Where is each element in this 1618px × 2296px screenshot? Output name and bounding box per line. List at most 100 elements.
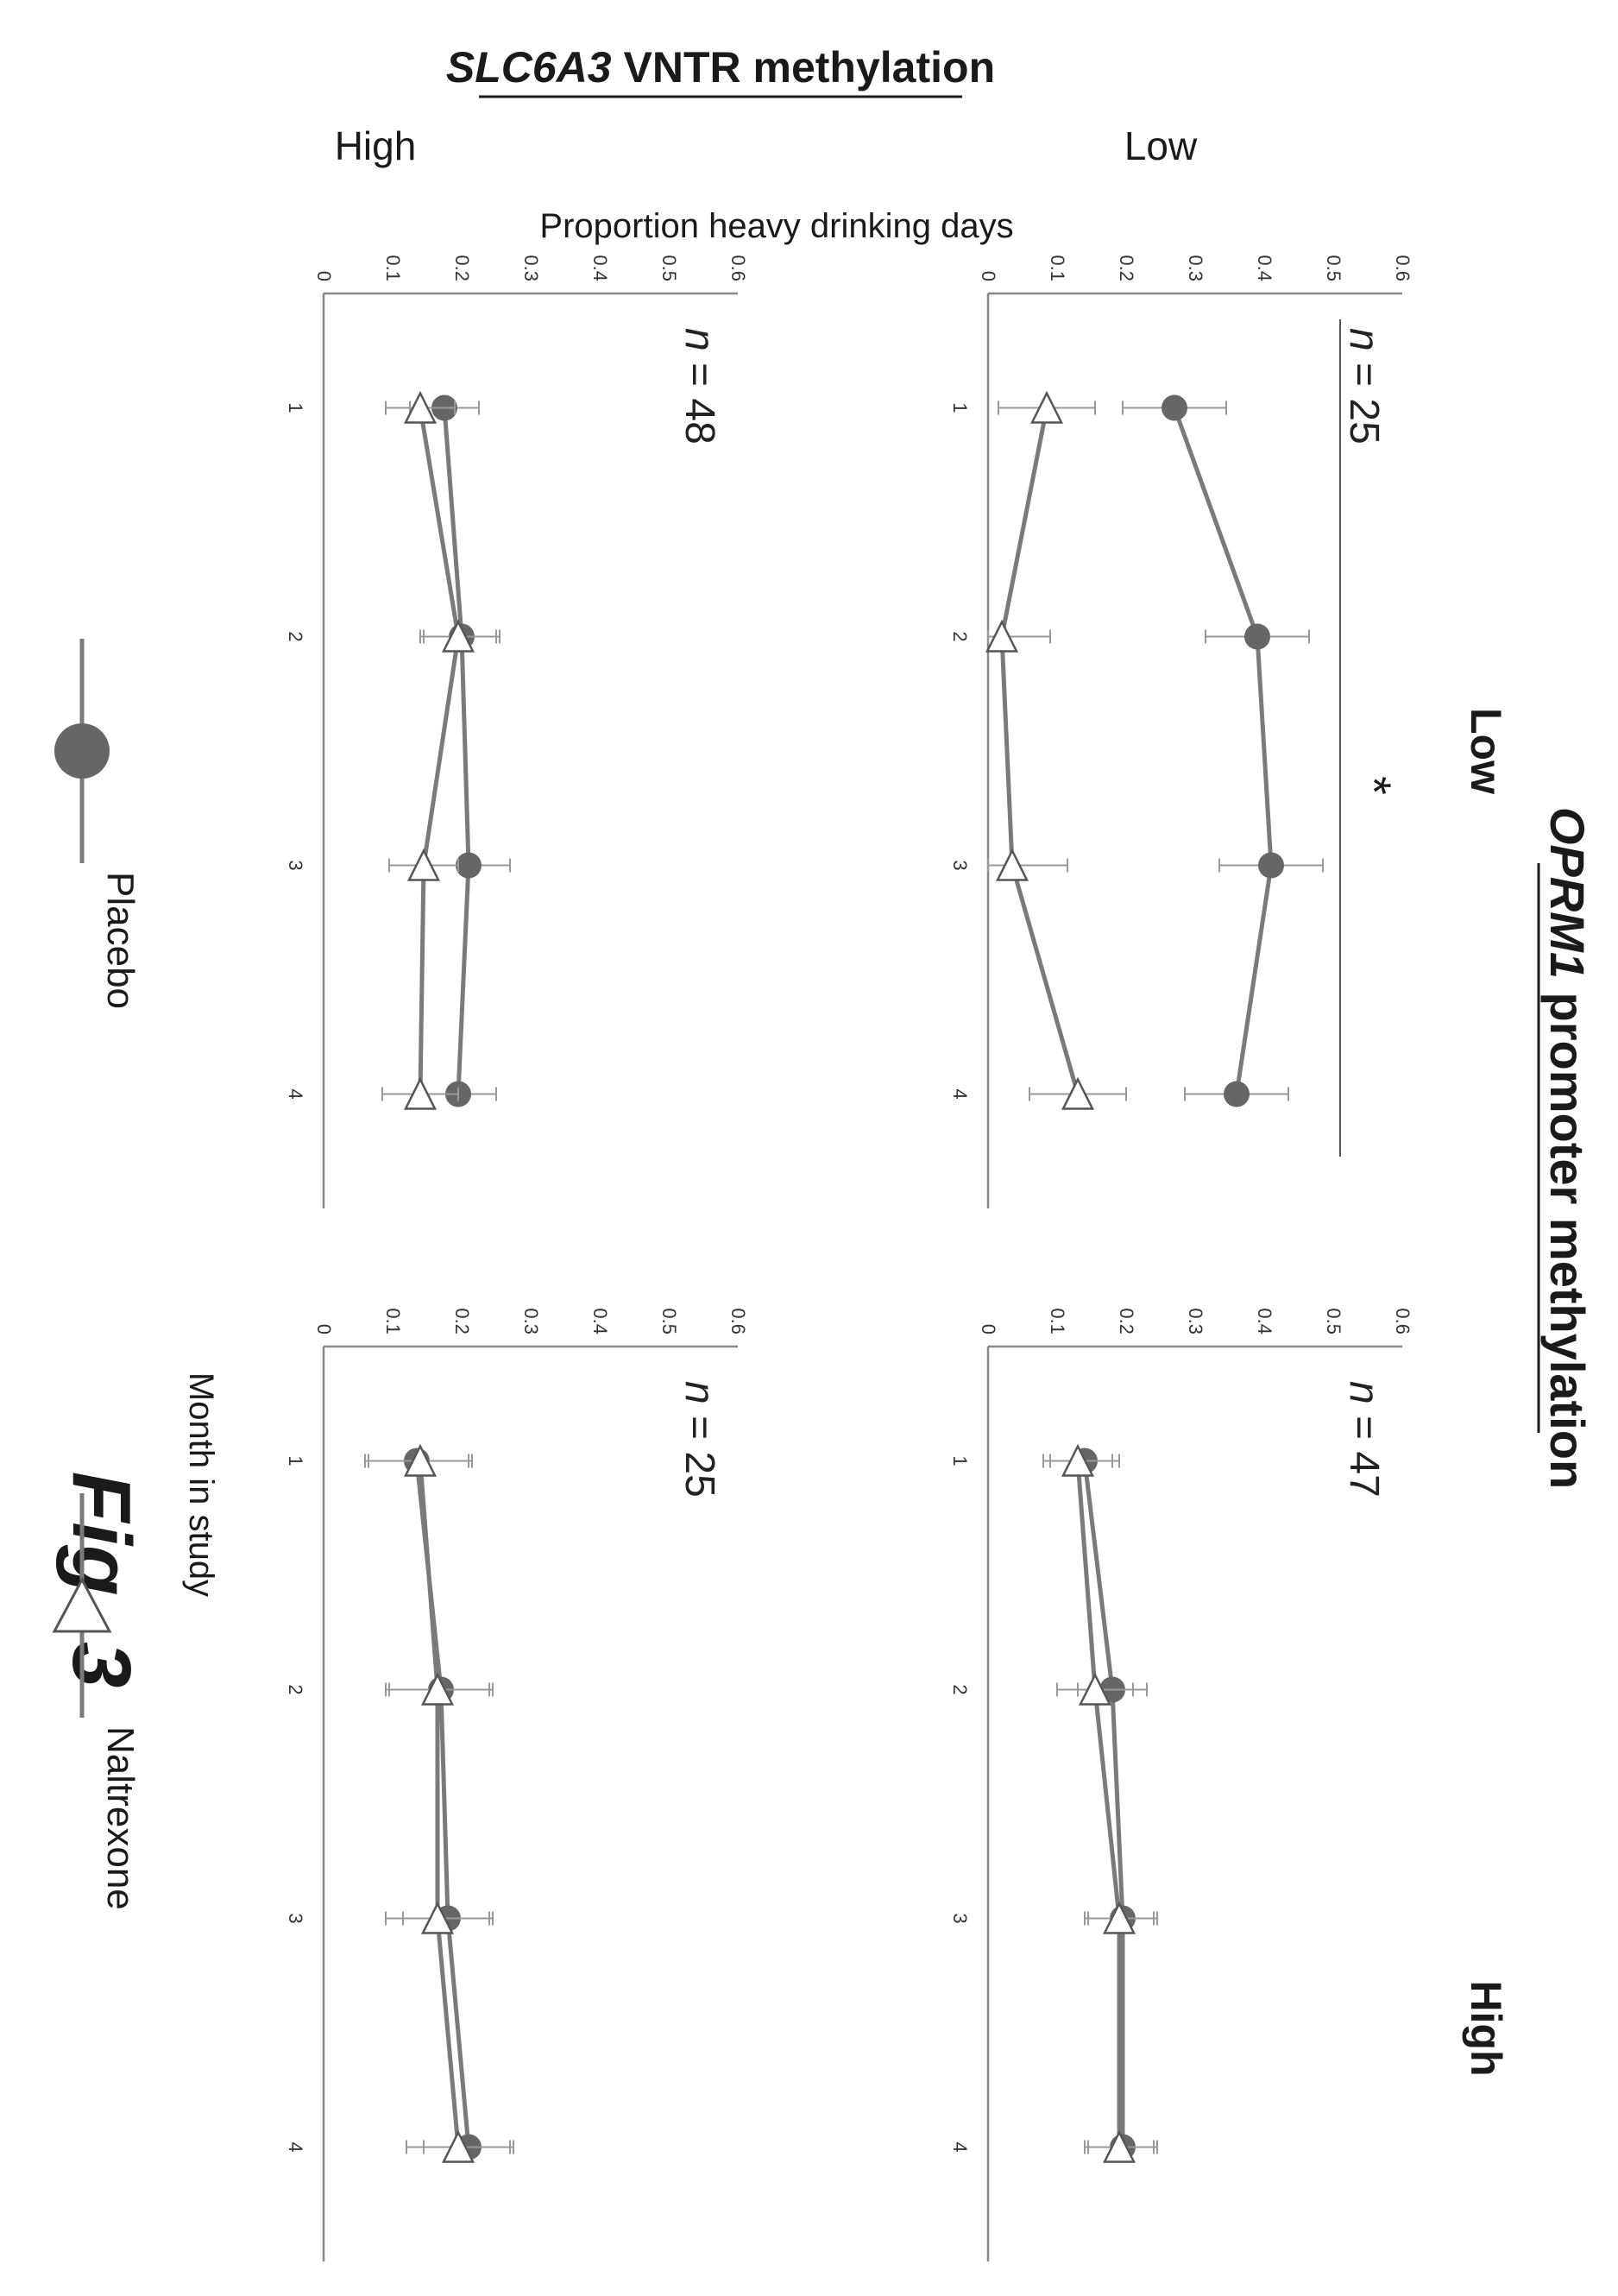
y-tick-label: 0.2 [1116, 255, 1137, 281]
n-label-value: = 25 [677, 1404, 722, 1498]
naltrexone-point [1061, 1076, 1095, 1110]
legend-naltrexone-marker [52, 1576, 112, 1633]
n-label-value: = 47 [1341, 1404, 1387, 1498]
x-tick-label: 1 [285, 1455, 306, 1466]
y-tick-label: 0 [313, 271, 335, 281]
column-header-high: High [1462, 1980, 1510, 2076]
series-placebo [1049, 1448, 1158, 2160]
series-naltrexone [1042, 1443, 1155, 2163]
naltrexone-point [1029, 390, 1064, 424]
naltrexone-point [420, 1672, 455, 1706]
naltrexone-point [403, 390, 438, 424]
y-tick-label: 0 [978, 271, 999, 281]
left-title-gene: SLC6A3 [446, 43, 612, 91]
placebo-point [1224, 1081, 1250, 1107]
series-placebo [409, 394, 511, 1107]
x-tick-label: 1 [285, 402, 306, 413]
x-tick-label: 3 [949, 1913, 971, 1923]
y-tick-label: 0.5 [658, 255, 680, 281]
panels-group: 0 0.1 0.2 0.3 0.4 0.5 0.6 1 2 3 4 n = 25 * 0 0.1 0.2 0.3… [285, 255, 1413, 2261]
x-tick-label: 2 [285, 1684, 306, 1694]
naltrexone-point [1102, 2129, 1136, 2163]
top-title-rest: promoter methylation [1540, 979, 1595, 1489]
significance-star: * [1347, 776, 1401, 795]
panel-oprm1-low-slc6a3-high: 0 0.1 0.2 0.3 0.4 0.5 0.6 1 2 3 4 n = 48 [285, 255, 749, 1208]
naltrexone-point [441, 619, 475, 653]
y-tick-label: 0.1 [1047, 1308, 1068, 1334]
legend-placebo-marker [54, 723, 110, 779]
x-tick-label: 4 [285, 1088, 306, 1099]
x-tick-label: 2 [285, 631, 306, 641]
series-line [1172, 407, 1274, 1094]
n-label: n = 47 [1341, 1381, 1387, 1498]
y-tick-label: 0.3 [1185, 255, 1206, 281]
x-tick-label: 4 [949, 1088, 971, 1099]
y-tick-label: 0.2 [451, 255, 473, 281]
y-tick-label: 0.4 [1254, 255, 1275, 281]
y-tick-label: 0.1 [382, 1308, 404, 1334]
y-tick-label: 0.1 [1047, 255, 1068, 281]
naltrexone-point [441, 2129, 475, 2163]
n-label: n = 48 [677, 328, 722, 445]
n-label-prefix: n [677, 1381, 722, 1404]
y-tick-label: 0.6 [727, 1308, 749, 1334]
x-tick-label: 3 [285, 1913, 306, 1923]
n-label: n = 25 [677, 1381, 722, 1498]
series-line [999, 407, 1080, 1095]
series-line [442, 407, 471, 1094]
n-label-prefix: n [1341, 328, 1387, 351]
naltrexone-point [1102, 1901, 1136, 1934]
series-naltrexone [985, 390, 1127, 1110]
x-tick-label: 4 [949, 2141, 971, 2152]
naltrexone-point [1078, 1672, 1112, 1706]
series-line [414, 1460, 471, 2148]
naltrexone-point [403, 1076, 438, 1110]
y-tick-label: 0.5 [1323, 255, 1344, 281]
x-tick-label: 2 [949, 631, 971, 641]
y-tick-label: 0.2 [1116, 1308, 1137, 1334]
top-title-gene: OPRM1 [1540, 807, 1595, 979]
series-naltrexone [368, 1443, 511, 2163]
series-placebo [1122, 394, 1324, 1107]
column-header-low: Low [1462, 708, 1510, 794]
y-tick-label: 0.6 [727, 255, 749, 281]
placebo-point [1162, 394, 1187, 421]
naltrexone-point [1061, 1443, 1095, 1477]
placebo-point [1244, 623, 1270, 650]
left-title-rest: VNTR methylation [612, 43, 995, 91]
naltrexone-point [995, 848, 1029, 881]
panel-oprm1-high-slc6a3-low: 0 0.1 0.2 0.3 0.4 0.5 0.6 1 2 3 4 n = 47 [949, 1308, 1413, 2261]
x-tick-label: 3 [949, 860, 971, 870]
legend: Placebo Naltrexone [52, 639, 142, 1910]
y-tick-label: 0 [978, 1324, 999, 1334]
legend-placebo-label: Placebo [99, 872, 142, 1009]
y-axis-title: Proportion heavy drinking days [539, 207, 1013, 245]
series-line [1082, 1460, 1125, 2148]
left-title: SLC6A3 VNTR methylation [446, 43, 995, 91]
row-header-low: Low [1124, 123, 1198, 168]
x-axis-title: Month in study [182, 1372, 220, 1597]
x-tick-label: 2 [949, 1684, 971, 1694]
naltrexone-point [403, 1443, 438, 1477]
row-header-high: High [335, 123, 417, 168]
top-title: OPRM1 promoter methylation [1540, 807, 1595, 1489]
naltrexone-point [985, 619, 1019, 653]
series-line [1075, 1460, 1122, 2148]
x-tick-label: 4 [285, 2141, 306, 2152]
placebo-point [1258, 852, 1284, 879]
panel-oprm1-low-slc6a3-low: 0 0.1 0.2 0.3 0.4 0.5 0.6 1 2 3 4 n = 25 * [949, 255, 1413, 1208]
y-tick-label: 0.4 [589, 255, 611, 281]
n-label-value: = 48 [677, 351, 722, 445]
y-tick-label: 0.3 [520, 255, 542, 281]
n-label: n = 25 [1341, 328, 1387, 445]
legend-naltrexone-label: Naltrexone [99, 1726, 142, 1910]
n-label-prefix: n [1341, 1381, 1387, 1404]
y-tick-label: 0.5 [1323, 1308, 1344, 1334]
panel-oprm1-high-slc6a3-high: 0 0.1 0.2 0.3 0.4 0.5 0.6 1 2 3 4 n = 25 [285, 1308, 749, 2261]
y-tick-label: 0.4 [1254, 1308, 1275, 1334]
y-tick-label: 0.4 [589, 1308, 611, 1334]
naltrexone-point [420, 1901, 455, 1934]
figure-label: Fig. 3 [55, 1472, 148, 1688]
n-label-prefix: n [677, 328, 722, 351]
